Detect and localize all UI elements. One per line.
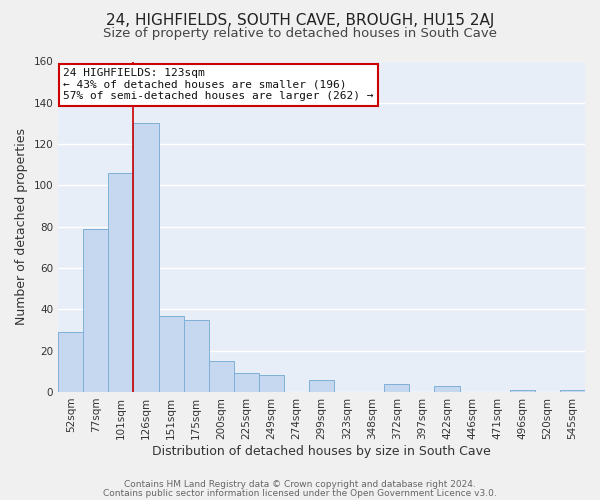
Bar bbox=[510, 390, 535, 392]
Bar bbox=[385, 384, 409, 392]
Bar bbox=[109, 173, 133, 392]
Bar bbox=[560, 390, 585, 392]
Text: Contains HM Land Registry data © Crown copyright and database right 2024.: Contains HM Land Registry data © Crown c… bbox=[124, 480, 476, 489]
Y-axis label: Number of detached properties: Number of detached properties bbox=[15, 128, 28, 325]
X-axis label: Distribution of detached houses by size in South Cave: Distribution of detached houses by size … bbox=[152, 444, 491, 458]
Bar bbox=[133, 124, 158, 392]
Text: 24 HIGHFIELDS: 123sqm
← 43% of detached houses are smaller (196)
57% of semi-det: 24 HIGHFIELDS: 123sqm ← 43% of detached … bbox=[64, 68, 374, 102]
Bar bbox=[234, 374, 259, 392]
Bar bbox=[209, 361, 234, 392]
Bar bbox=[434, 386, 460, 392]
Bar bbox=[184, 320, 209, 392]
Bar bbox=[58, 332, 83, 392]
Bar bbox=[259, 376, 284, 392]
Text: Size of property relative to detached houses in South Cave: Size of property relative to detached ho… bbox=[103, 28, 497, 40]
Text: Contains public sector information licensed under the Open Government Licence v3: Contains public sector information licen… bbox=[103, 488, 497, 498]
Bar bbox=[158, 316, 184, 392]
Text: 24, HIGHFIELDS, SOUTH CAVE, BROUGH, HU15 2AJ: 24, HIGHFIELDS, SOUTH CAVE, BROUGH, HU15… bbox=[106, 12, 494, 28]
Bar bbox=[83, 229, 109, 392]
Bar bbox=[309, 380, 334, 392]
